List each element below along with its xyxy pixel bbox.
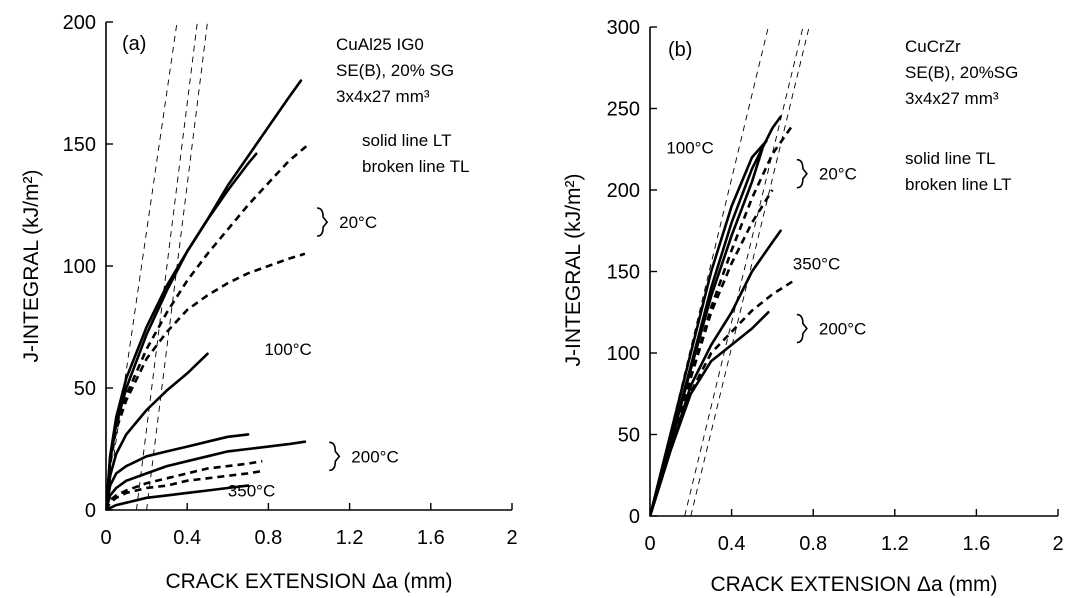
temperature-label-b-1: 20°C bbox=[819, 165, 857, 184]
brace-a-2 bbox=[329, 441, 341, 472]
series-b-0 bbox=[650, 139, 768, 516]
temperature-label-a-0: 20°C bbox=[339, 213, 377, 232]
y-tick-label-b-3: 150 bbox=[607, 262, 640, 284]
series-a-4 bbox=[106, 352, 209, 510]
panel-label-a: (a) bbox=[122, 33, 146, 55]
temperature-label-b-0: 100°C bbox=[666, 139, 713, 158]
series-b-3 bbox=[650, 124, 794, 516]
legend-broken-a: broken line TL bbox=[362, 157, 469, 176]
y-tick-label-a-2: 100 bbox=[63, 256, 96, 278]
temperature-label-a-1: 100°C bbox=[264, 340, 311, 359]
x-axis-title-b: CRACK EXTENSION Δa (mm) bbox=[710, 573, 997, 596]
y-tick-label-b-1: 50 bbox=[618, 425, 640, 447]
x-tick-label-a-4: 1.6 bbox=[417, 527, 445, 549]
series-b-6 bbox=[650, 280, 794, 516]
y-tick-label-a-0: 0 bbox=[85, 500, 96, 522]
x-tick-label-a-5: 2 bbox=[506, 527, 517, 549]
y-axis-title-b: J-INTEGRAL (kJ/m²) bbox=[562, 174, 585, 367]
blunting-line-b-0 bbox=[650, 27, 769, 516]
panel-label-b: (b) bbox=[668, 39, 692, 61]
x-axis-title-a: CRACK EXTENSION Δa (mm) bbox=[165, 570, 452, 593]
series-a-6 bbox=[106, 440, 307, 510]
material-label-a: CuAl25 IG0 bbox=[336, 35, 424, 54]
series-b-7 bbox=[650, 310, 770, 516]
x-tick-label-a-2: 0.8 bbox=[254, 527, 282, 549]
series-a-2 bbox=[106, 143, 310, 510]
x-tick-label-b-0: 0 bbox=[644, 533, 655, 555]
x-tick-label-b-1: 0.4 bbox=[718, 533, 746, 555]
y-tick-label-b-5: 250 bbox=[607, 99, 640, 121]
x-tick-label-b-3: 1.2 bbox=[881, 533, 909, 555]
axes-a: 0 0.4 0.8 1.2 1.6 2 0 50 100 150 200 20°C 100°C 200°C… bbox=[63, 12, 518, 549]
series-a-9 bbox=[106, 484, 250, 510]
series-a-8 bbox=[106, 469, 263, 510]
x-tick-label-b-4: 1.6 bbox=[962, 533, 990, 555]
series-layer-a bbox=[106, 22, 310, 510]
specimen-label-b: SE(B), 20%SG bbox=[905, 63, 1018, 82]
series-layer-b bbox=[650, 27, 810, 516]
temperature-label-b-2: 350°C bbox=[793, 254, 840, 273]
dimension-label-b: 3x4x27 mm³ bbox=[905, 89, 999, 108]
y-tick-label-b-4: 200 bbox=[607, 180, 640, 202]
temperature-label-a-2: 200°C bbox=[351, 447, 398, 466]
y-tick-label-b-2: 100 bbox=[607, 343, 640, 365]
blunting-line-b-1 bbox=[684, 27, 804, 516]
y-tick-label-b-6: 300 bbox=[607, 17, 640, 39]
brace-b-3 bbox=[796, 313, 808, 344]
y-axis-title-a: J-INTEGRAL (kJ/m²) bbox=[20, 170, 43, 363]
blunting-line-b-2 bbox=[690, 27, 810, 516]
material-label-b: CuCrZr bbox=[905, 37, 961, 56]
series-a-3 bbox=[106, 252, 306, 510]
x-tick-label-a-1: 0.4 bbox=[173, 527, 201, 549]
series-a-7 bbox=[106, 459, 263, 510]
panel-a: 0 0.4 0.8 1.2 1.6 2 0 50 100 150 200 20°C 100°C 200°C… bbox=[20, 12, 518, 593]
blunting-line-a-1 bbox=[136, 22, 198, 510]
x-tick-label-b-5: 2 bbox=[1052, 533, 1063, 555]
legend-solid-b: solid line TL bbox=[905, 149, 995, 168]
legend-broken-b: broken line LT bbox=[905, 175, 1011, 194]
x-tick-label-a-3: 1.2 bbox=[336, 527, 364, 549]
panel-b: 0 0.4 0.8 1.2 1.6 2 0 50 100 150 200 250 300 100°C 20°… bbox=[562, 17, 1064, 596]
y-tick-label-a-4: 200 bbox=[63, 12, 96, 34]
brace-b-1 bbox=[796, 158, 808, 189]
dimension-label-a: 3x4x27 mm³ bbox=[336, 87, 430, 106]
legend-solid-a: solid line LT bbox=[362, 131, 451, 150]
temperature-label-a-3: 350°C bbox=[228, 481, 275, 500]
series-a-5 bbox=[106, 433, 250, 510]
specimen-label-a: SE(B), 20% SG bbox=[336, 61, 454, 80]
temperature-label-b-3: 200°C bbox=[819, 320, 866, 339]
y-tick-label-b-0: 0 bbox=[629, 506, 640, 528]
x-tick-label-a-0: 0 bbox=[100, 527, 111, 549]
axes-b: 0 0.4 0.8 1.2 1.6 2 0 50 100 150 200 250 300 100°C 20°… bbox=[607, 17, 1064, 555]
y-tick-label-a-1: 50 bbox=[74, 378, 96, 400]
y-tick-label-a-3: 150 bbox=[63, 134, 96, 156]
x-tick-label-b-2: 0.8 bbox=[799, 533, 827, 555]
series-a-1 bbox=[106, 152, 258, 510]
brace-a-0 bbox=[317, 207, 329, 237]
blunting-line-a-0 bbox=[106, 22, 178, 510]
